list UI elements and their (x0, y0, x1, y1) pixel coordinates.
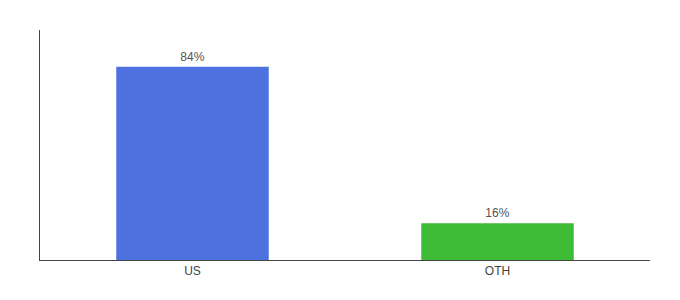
svg-text:84%: 84% (180, 50, 204, 64)
svg-text:OTH: OTH (485, 264, 510, 278)
svg-text:16%: 16% (485, 206, 509, 220)
svg-text:US: US (184, 264, 201, 278)
